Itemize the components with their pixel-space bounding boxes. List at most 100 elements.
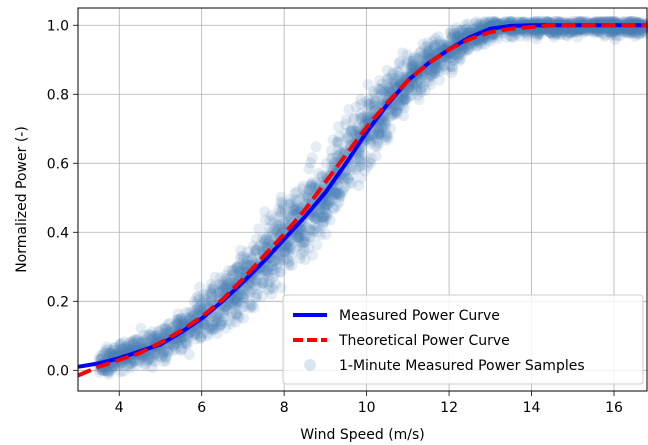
scatter-point xyxy=(348,112,360,124)
scatter-point xyxy=(199,294,211,306)
scatter-point xyxy=(458,45,470,57)
scatter-point xyxy=(192,291,204,303)
scatter-point xyxy=(607,27,619,39)
scatter-point xyxy=(229,293,241,305)
scatter-point xyxy=(380,85,392,97)
scatter-point xyxy=(443,52,455,64)
scatter-point xyxy=(481,34,493,46)
scatter-point xyxy=(427,36,439,48)
scatter-point xyxy=(354,153,366,165)
scatter-point xyxy=(226,265,238,277)
scatter-point xyxy=(304,232,316,244)
scatter-point xyxy=(205,320,217,332)
scatter-point xyxy=(415,46,427,58)
scatter-point xyxy=(446,67,458,79)
scatter-point xyxy=(235,289,247,301)
scatter-point xyxy=(304,157,316,169)
scatter-point xyxy=(137,336,149,348)
scatter-point xyxy=(221,275,233,287)
scatter-point xyxy=(480,18,492,30)
scatter-point xyxy=(366,104,378,116)
scatter-point xyxy=(490,17,502,29)
scatter-point xyxy=(206,324,218,336)
scatter-point xyxy=(275,206,287,218)
scatter-point xyxy=(125,358,137,370)
scatter-point xyxy=(386,76,398,88)
scatter-point xyxy=(432,38,444,50)
scatter-point xyxy=(391,106,403,118)
scatter-point xyxy=(227,269,239,281)
scatter-point xyxy=(486,32,498,44)
scatter-point xyxy=(246,284,258,296)
scatter-point xyxy=(103,366,115,378)
scatter-point xyxy=(594,25,606,37)
scatter-point xyxy=(621,26,633,38)
scatter-point xyxy=(288,204,300,216)
scatter-point xyxy=(318,211,330,223)
scatter-point xyxy=(479,18,491,30)
scatter-point xyxy=(605,29,617,41)
scatter-point xyxy=(234,303,246,315)
scatter-point xyxy=(253,223,265,235)
scatter-point xyxy=(224,273,236,285)
scatter-point xyxy=(290,193,302,205)
scatter-point xyxy=(115,343,127,355)
scatter-point xyxy=(370,140,382,152)
scatter-point xyxy=(263,226,275,238)
scatter-point xyxy=(376,84,388,96)
scatter-point xyxy=(341,133,353,145)
scatter-point xyxy=(259,237,271,249)
x-axis-label: Wind Speed (m/s) xyxy=(300,427,425,443)
scatter-point xyxy=(218,305,230,317)
scatter-point xyxy=(310,141,322,153)
scatter-point xyxy=(364,97,376,109)
scatter-point xyxy=(303,184,315,196)
scatter-point xyxy=(176,344,188,356)
scatter-point xyxy=(389,73,401,85)
scatter-point xyxy=(394,56,406,68)
scatter-point xyxy=(255,282,267,294)
scatter-point xyxy=(320,228,332,240)
scatter-point xyxy=(254,240,266,252)
scatter-point xyxy=(307,249,319,261)
scatter-point xyxy=(297,180,309,192)
scatter-point xyxy=(354,160,366,172)
scatter-point xyxy=(291,240,303,252)
scatter-point xyxy=(408,80,420,92)
scatter-point xyxy=(101,341,113,353)
scatter-point xyxy=(220,322,232,334)
scatter-point xyxy=(309,212,321,224)
y-tick-label: 0.6 xyxy=(47,156,69,172)
scatter-point xyxy=(333,137,345,149)
scatter-point xyxy=(168,321,180,333)
scatter-point xyxy=(121,342,133,354)
scatter-point xyxy=(155,344,167,356)
scatter-point xyxy=(598,30,610,42)
scatter-point xyxy=(265,282,277,294)
scatter-point xyxy=(295,236,307,248)
scatter-point xyxy=(138,334,150,346)
scatter-point xyxy=(446,30,458,42)
scatter-point xyxy=(204,322,216,334)
scatter-point xyxy=(426,70,438,82)
scatter-point xyxy=(282,253,294,265)
scatter-point xyxy=(145,330,157,342)
scatter-point xyxy=(294,252,306,264)
scatter-point xyxy=(217,307,229,319)
scatter-point xyxy=(629,27,641,39)
scatter-point xyxy=(380,119,392,131)
scatter-point xyxy=(311,212,323,224)
scatter-point xyxy=(318,202,330,214)
scatter-point xyxy=(434,59,446,71)
scatter-point xyxy=(405,89,417,101)
scatter-point xyxy=(372,128,384,140)
scatter-point xyxy=(105,364,117,376)
scatter-point xyxy=(265,260,277,272)
scatter-point xyxy=(445,25,457,37)
scatter-point xyxy=(191,291,203,303)
scatter-point xyxy=(275,282,287,294)
scatter-point xyxy=(293,232,305,244)
scatter-point xyxy=(233,262,245,274)
scatter-point xyxy=(146,352,158,364)
scatter-point xyxy=(167,345,179,357)
